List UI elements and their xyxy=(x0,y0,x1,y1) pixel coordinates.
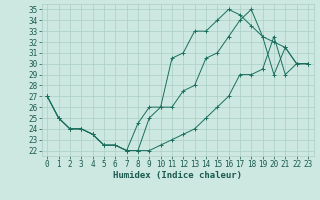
X-axis label: Humidex (Indice chaleur): Humidex (Indice chaleur) xyxy=(113,171,242,180)
